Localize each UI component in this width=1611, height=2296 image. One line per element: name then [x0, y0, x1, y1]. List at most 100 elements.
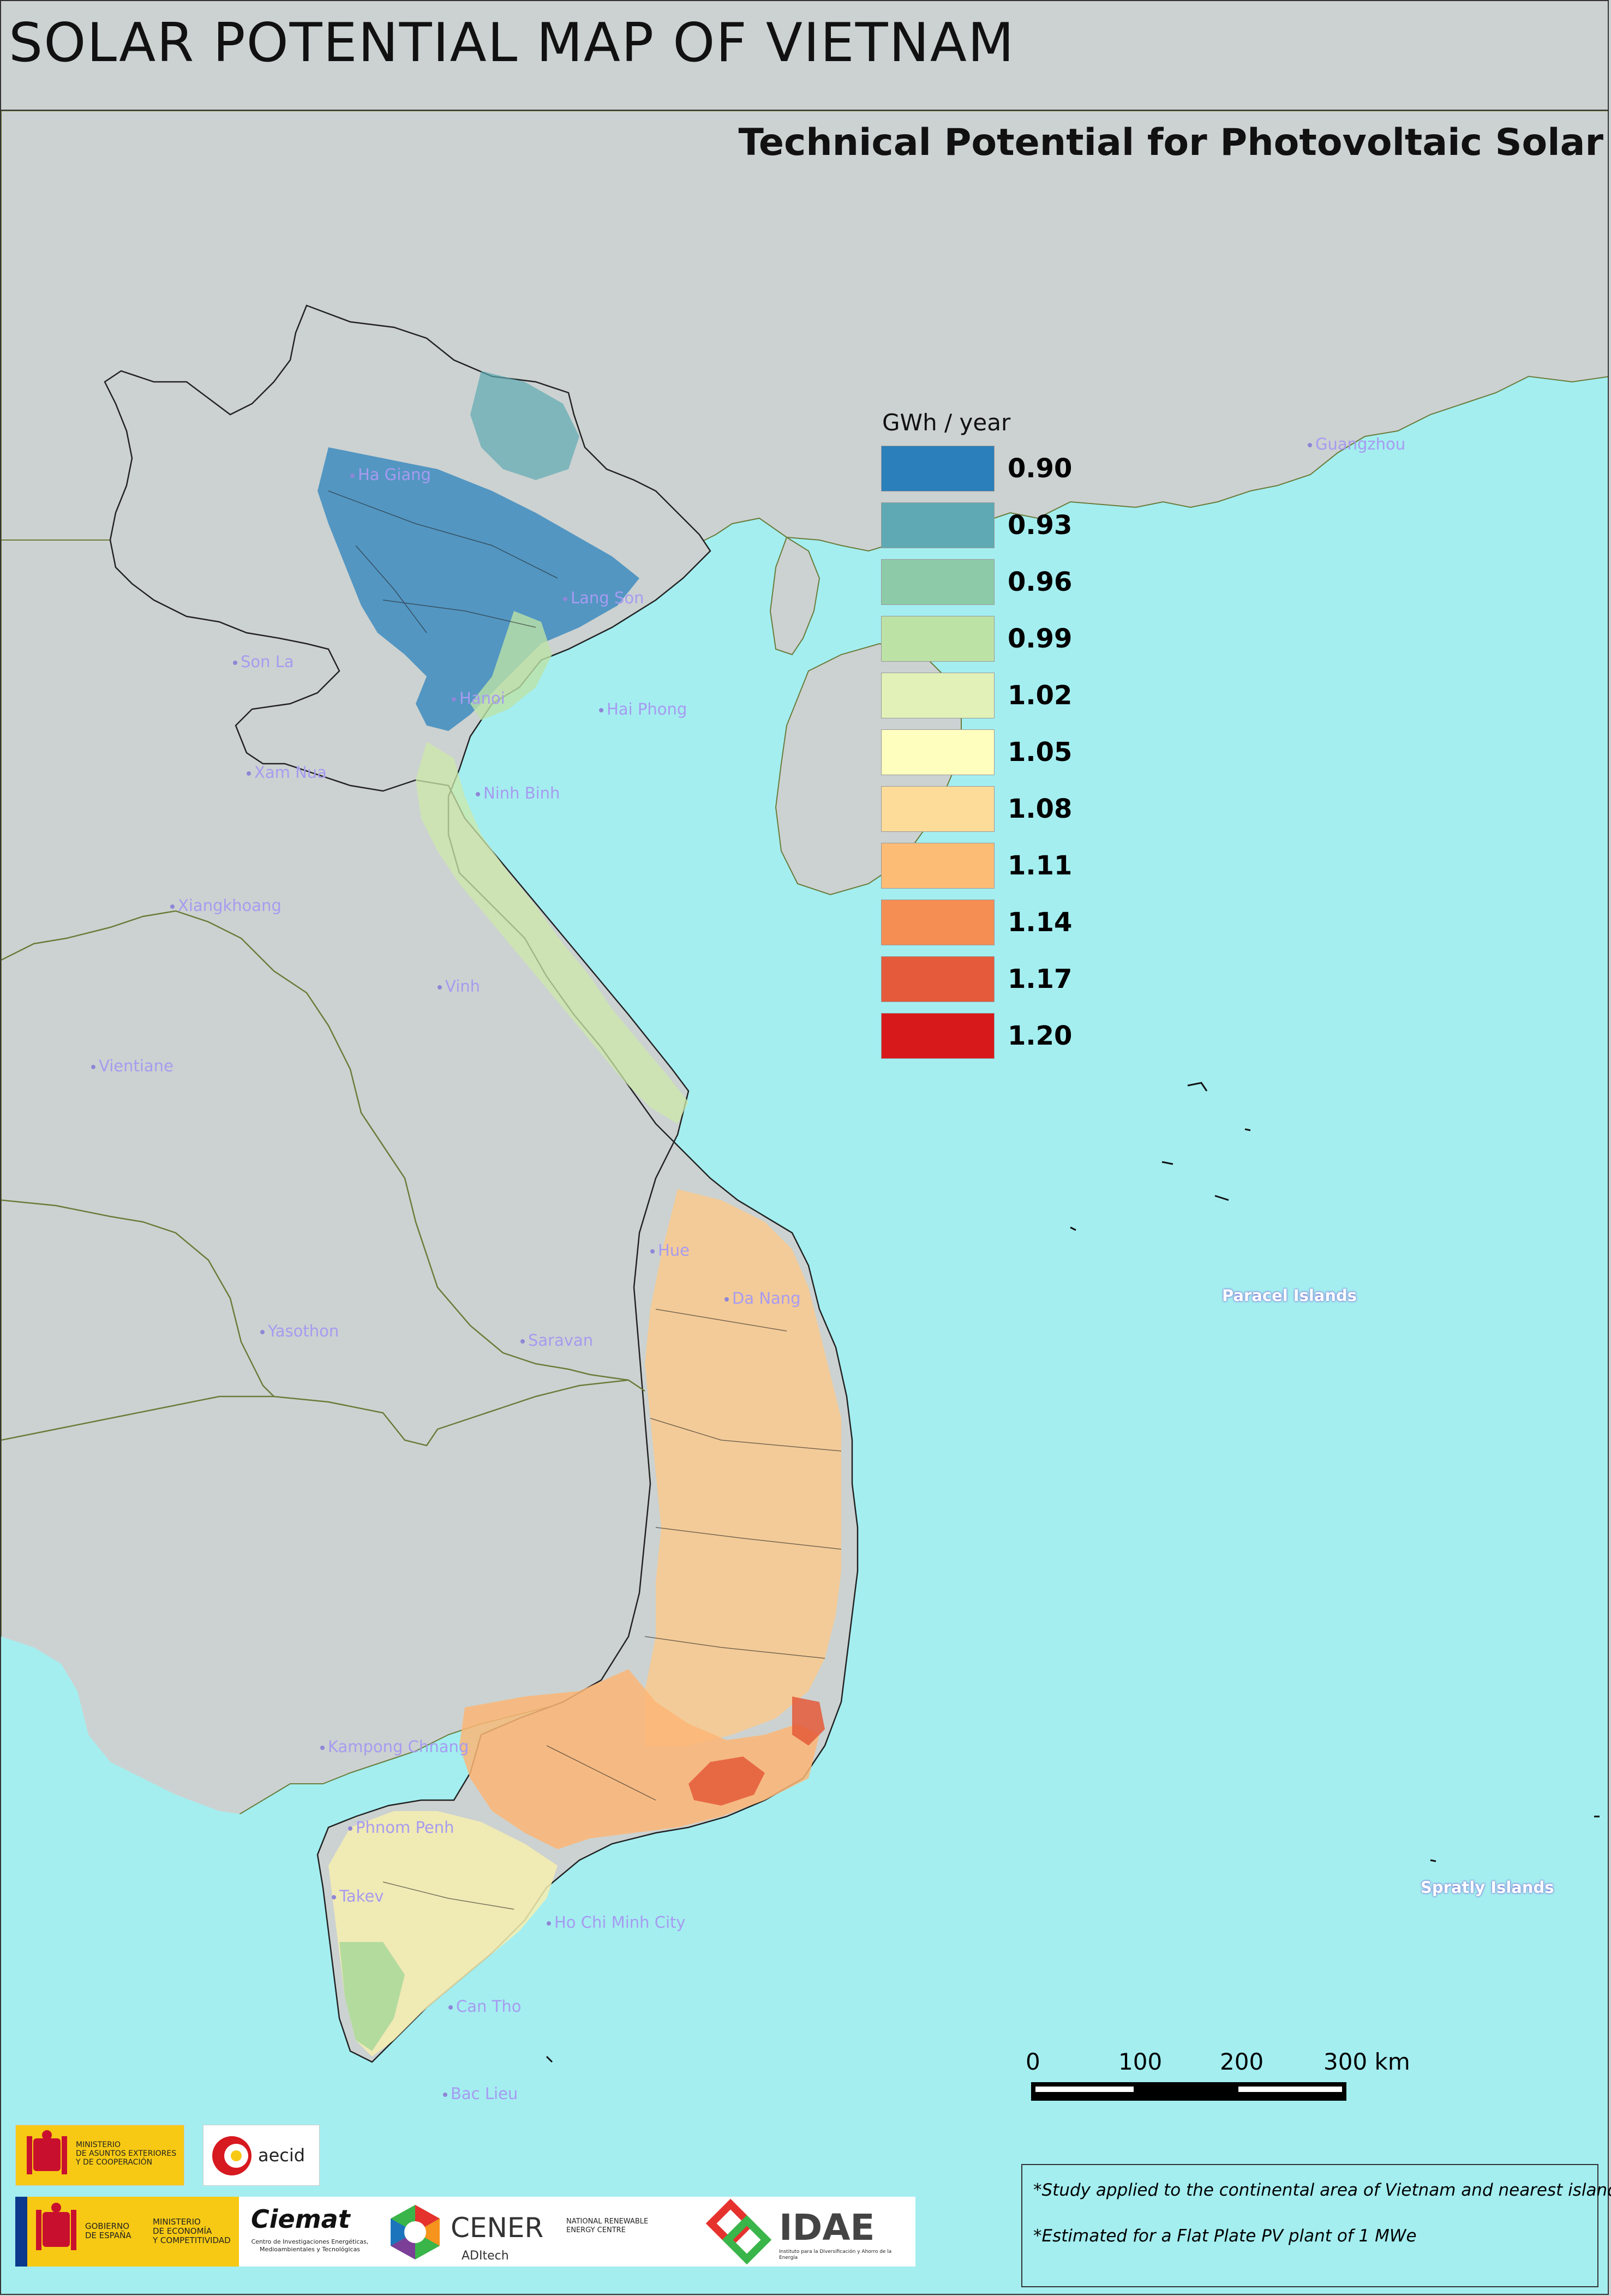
- zone-north-mid: [470, 371, 579, 480]
- legend-row: 0.99: [881, 616, 1072, 673]
- legend: GWh / year 0.90 0.93 0.96 0.99 1.02 1.05 1.08 1…: [881, 409, 1072, 1070]
- scale-bar-segment: [1035, 2087, 1134, 2092]
- map-subtitle: Technical Potential for Photovoltaic Sol…: [738, 121, 1603, 164]
- aecid-text: aecid: [258, 2145, 306, 2166]
- place-dot-icon: [260, 1330, 265, 1334]
- place-label-kampong-chnang: Kampong Chnang: [320, 1737, 469, 1756]
- legend-swatch: [881, 446, 995, 491]
- place-dot-icon: [476, 792, 480, 796]
- idae-text: IDAE: [779, 2207, 875, 2249]
- zone-north-low: [318, 447, 639, 731]
- place-dot-icon: [563, 597, 567, 601]
- place-label-da-nang: Da Nang: [724, 1289, 801, 1308]
- map-frame: Ha Giang Lang Son Son La Hanoi Hai Phong…: [0, 111, 1609, 2295]
- place-label-yasothon: Yasothon: [260, 1322, 339, 1340]
- legend-row: 1.20: [881, 1013, 1072, 1070]
- place-dot-icon: [170, 904, 175, 909]
- place-label-can-tho: Can Tho: [448, 1997, 521, 2016]
- legend-label: 0.93: [1008, 510, 1073, 541]
- ciemat-text: Ciemat: [251, 2204, 350, 2234]
- legend-rows: 0.90 0.93 0.96 0.99 1.02 1.05 1.08 1.11 1.14 1.17…: [881, 446, 1072, 1070]
- zone-highlands: [645, 1189, 841, 1746]
- legend-unit: GWh / year: [882, 409, 1011, 436]
- place-label-lang-son: Lang Son: [563, 589, 644, 607]
- place-dot-icon: [448, 2005, 453, 2010]
- spain-coat-of-arms-icon: [36, 2203, 76, 2250]
- legend-label: 1.20: [1008, 1021, 1073, 1051]
- place-dot-icon: [438, 985, 442, 990]
- place-label-xiangkhoang: Xiangkhoang: [170, 896, 282, 915]
- legend-swatch: [881, 786, 995, 832]
- place-label-hanoi: Hanoi: [452, 689, 505, 708]
- place-dot-icon: [452, 697, 456, 702]
- zone-hotspot: [688, 1757, 765, 1806]
- place-label-bac-lieu: Bac Lieu: [443, 2084, 518, 2103]
- place-dot-icon: [547, 1921, 551, 1926]
- page-title: SOLAR POTENTIAL MAP OF VIETNAM: [9, 12, 1015, 74]
- notes-box: *Study applied to the continental area o…: [1021, 2164, 1611, 2287]
- cener-text: CENER: [451, 2212, 544, 2244]
- legend-label: 1.11: [1008, 850, 1073, 881]
- legend-row: 0.96: [881, 559, 1072, 616]
- legend-label: 1.05: [1008, 737, 1073, 768]
- place-dot-icon: [91, 1065, 95, 1069]
- legend-label: 1.14: [1008, 907, 1073, 938]
- zone-north-green: [470, 611, 552, 720]
- idae-mark-icon: [706, 2199, 771, 2264]
- aecid-logo: aecid: [203, 2125, 320, 2186]
- title-bar: SOLAR POTENTIAL MAP OF VIETNAM: [0, 0, 1609, 111]
- legend-row: 0.90: [881, 446, 1072, 502]
- scale-tick-0: 0: [1026, 2048, 1040, 2075]
- legend-row: 1.08: [881, 786, 1072, 843]
- place-dot-icon: [1308, 443, 1312, 447]
- legend-row: 1.17: [881, 956, 1072, 1013]
- legend-swatch: [881, 616, 995, 662]
- note-study-scope: *Study applied to the continental area o…: [1033, 2180, 1611, 2200]
- ciemat-logo: Ciemat Centro de Investigaciones Energét…: [239, 2197, 381, 2267]
- place-dot-icon: [724, 1297, 729, 1302]
- legend-swatch: [881, 956, 995, 1002]
- scale-bar-segment: [1238, 2087, 1342, 2092]
- legend-swatch: [881, 1013, 995, 1059]
- legend-swatch: [881, 843, 995, 889]
- place-dot-icon: [233, 661, 237, 665]
- place-label-hue: Hue: [650, 1241, 690, 1260]
- legend-label: 0.96: [1008, 567, 1073, 597]
- legend-label: 1.08: [1008, 794, 1073, 824]
- spain-coat-of-arms-icon: [27, 2130, 67, 2174]
- place-label-guangzhou: Guangzhou: [1308, 435, 1405, 453]
- legend-row: 1.02: [881, 673, 1072, 729]
- place-label-saravan: Saravan: [520, 1331, 593, 1350]
- eu-stripe: [15, 2197, 27, 2267]
- place-dot-icon: [332, 1895, 336, 1899]
- legend-row: 1.11: [881, 843, 1072, 900]
- place-label-takev: Takev: [332, 1887, 384, 1905]
- place-label-vientiane: Vientiane: [91, 1057, 173, 1075]
- zone-central-green: [416, 742, 688, 1124]
- idae-logo: IDAE Instituto para la Diversificación y…: [703, 2197, 915, 2267]
- legend-row: 0.93: [881, 502, 1072, 559]
- spratly-islands-label: Spratly Islands: [1421, 1878, 1554, 1897]
- zone-southeast: [459, 1669, 819, 1849]
- place-dot-icon: [443, 2093, 447, 2097]
- idae-subtext: Instituto para la Diversificación y Ahor…: [779, 2249, 892, 2261]
- legend-row: 1.14: [881, 900, 1072, 956]
- scale-tick-100: 100: [1118, 2048, 1163, 2075]
- aditech-text: ADItech: [462, 2249, 509, 2263]
- note-pv-plant: *Estimated for a Flat Plate PV plant of …: [1033, 2226, 1417, 2246]
- ministerio-exteriores-text: MINISTERIO DE ASUNTOS EXTERIORES Y DE CO…: [76, 2141, 177, 2167]
- place-label-ho-chi-minh-city: Ho Chi Minh City: [547, 1913, 686, 1932]
- legend-swatch: [881, 900, 995, 945]
- legend-swatch: [881, 559, 995, 605]
- place-dot-icon: [520, 1339, 525, 1344]
- place-dot-icon: [650, 1249, 655, 1254]
- place-label-vinh: Vinh: [438, 977, 480, 996]
- ministerio-exteriores-logo: MINISTERIO DE ASUNTOS EXTERIORES Y DE CO…: [15, 2125, 184, 2186]
- ciemat-subtext: Centro de Investigaciones Energéticas, M…: [251, 2238, 369, 2253]
- place-label-hai-phong: Hai Phong: [599, 700, 687, 718]
- map-canvas[interactable]: [1, 111, 1609, 2295]
- legend-swatch: [881, 673, 995, 718]
- scale-bar: 0 100 200 300 km: [1026, 2048, 1410, 2108]
- legend-swatch: [881, 502, 995, 548]
